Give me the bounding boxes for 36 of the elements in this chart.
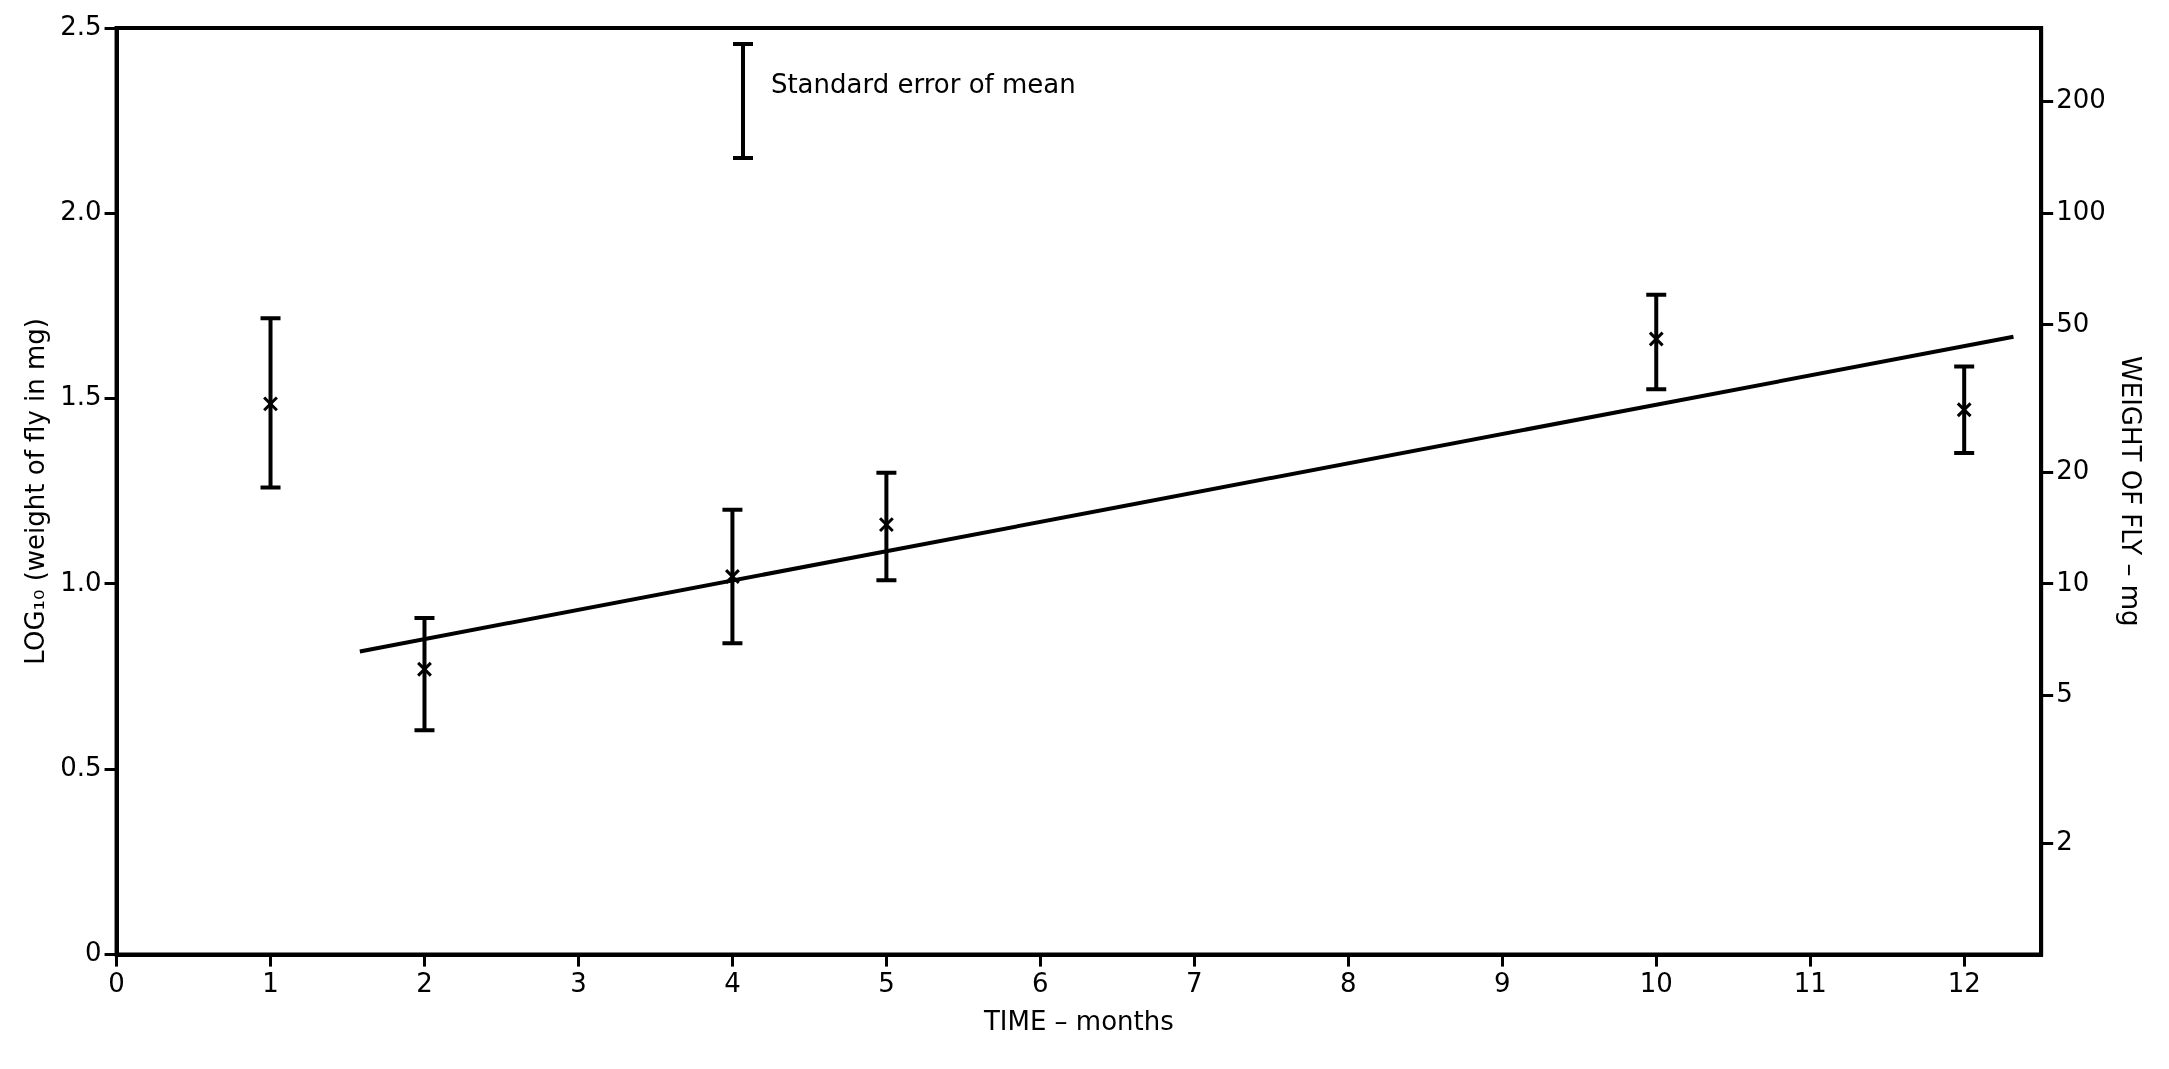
y2-tick-label: 2 [2056,825,2073,856]
x-tick-label: 7 [1186,967,1203,998]
x-tick-label: 0 [108,967,125,998]
y-tick-label: 2.0 [60,196,102,227]
x-tick-label: 5 [878,967,895,998]
x-tick-label: 4 [724,967,741,998]
y2-tick-label: 5 [2056,678,2073,709]
x-tick-label: 3 [570,967,587,998]
y-tick-label: 2.5 [60,10,102,41]
y-tick-label: 1.0 [60,566,102,597]
x-axis-title: TIME – months [982,1006,1174,1037]
y2-tick-label: 50 [2056,307,2090,338]
y-tick-label: 1.5 [60,381,102,412]
y-tick-label: 0 [85,937,102,968]
point [416,661,433,678]
point [1648,331,1665,347]
point [262,395,279,412]
y2-tick-label: 10 [2056,566,2090,597]
annotation: Standard error of mean [770,68,1076,99]
point [878,516,895,533]
x-tick-label: 8 [1340,967,1357,998]
x-tick-label: 6 [1032,967,1049,998]
y2-axis-title: WEIGHT OF FLY – mg [2115,356,2146,627]
point [724,568,741,585]
y2-tick-label: 100 [2056,196,2106,227]
y-axis-title: LOG₁₀ (weight of fly in mg) [20,317,51,665]
x-tick-label: 11 [1793,967,1827,998]
y-tick-label: 0.5 [60,752,102,783]
x-tick-label: 12 [1947,967,1981,998]
x-tick-label: 10 [1639,967,1673,998]
y2-tick-label: 200 [2056,84,2106,115]
y2-tick-label: 20 [2056,455,2090,486]
x-tick-label: 9 [1494,967,1511,998]
x-tick-label: 2 [416,967,433,998]
x-tick-label: 1 [262,967,279,998]
point [1956,401,1973,418]
